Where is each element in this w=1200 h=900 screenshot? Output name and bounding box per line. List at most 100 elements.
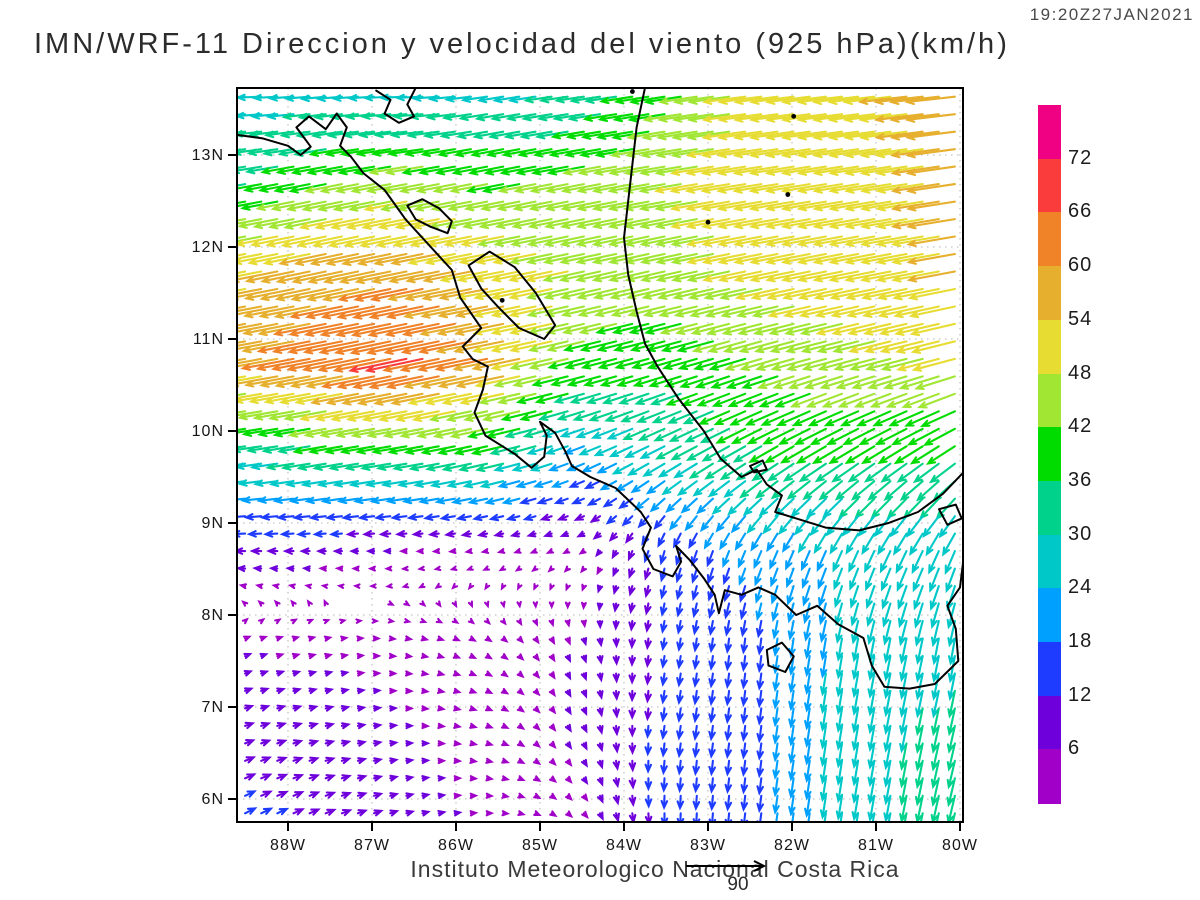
wind-vector (708, 707, 716, 724)
wind-vector (620, 410, 650, 423)
wind-vector (779, 445, 811, 464)
wind-vector (372, 652, 382, 660)
wind-vector (740, 637, 749, 655)
wind-vector (515, 480, 537, 489)
wind-vector (501, 810, 511, 817)
wind-vector (340, 756, 352, 765)
wind-vector (427, 530, 440, 538)
wind-vector (756, 812, 764, 822)
wind-vector (508, 270, 553, 283)
wind-vector (308, 687, 318, 695)
wind-vector (357, 130, 392, 139)
wind-vector (275, 270, 327, 284)
wind-vector (559, 218, 602, 230)
wind-vector (324, 722, 336, 730)
wind-vector (831, 462, 860, 483)
wind-vector (301, 357, 360, 373)
wind-vector (882, 619, 892, 646)
wind-vector (350, 183, 392, 194)
wind-vector (612, 812, 620, 822)
wind-vector (375, 462, 408, 471)
lat-tick-label: 12N (192, 239, 224, 256)
wind-vector (490, 305, 537, 318)
wind-vector (273, 305, 327, 319)
wind-vector (560, 305, 602, 318)
wind-vector (548, 775, 558, 784)
wind-vector (258, 183, 295, 193)
wind-vector (244, 165, 279, 175)
wind-vector (254, 583, 264, 590)
wind-vector (373, 757, 384, 765)
wind-vector (764, 445, 795, 464)
wind-vector (636, 410, 666, 423)
wind-vector (260, 756, 272, 764)
wind-vector (451, 600, 458, 609)
wind-vector (819, 689, 828, 715)
wind-vector (306, 599, 313, 607)
wind-vector (752, 322, 795, 336)
wind-vector (542, 530, 553, 538)
wind-vector (612, 567, 620, 578)
wind-vector (640, 270, 682, 283)
wind-vector (772, 794, 780, 815)
wind-vector (866, 619, 876, 646)
wind-vector (825, 427, 860, 446)
wind-vector (699, 515, 714, 533)
wind-vector (324, 808, 337, 816)
wind-vector (285, 200, 327, 212)
wind-vector (896, 357, 940, 372)
wind-vector (660, 777, 668, 793)
wind-vector (802, 602, 811, 625)
wind-vector (452, 687, 462, 694)
wind-vector (542, 252, 585, 265)
wind-vector (421, 705, 430, 712)
wind-vector (501, 148, 537, 158)
wind-vector (351, 375, 408, 390)
wind-vector (804, 654, 812, 678)
wind-vector (839, 812, 844, 822)
wind-vector (434, 582, 442, 590)
wind-vector (500, 582, 507, 591)
wind-vector (527, 218, 569, 230)
wind-vector (546, 340, 585, 353)
wind-vector (675, 567, 683, 584)
wind-vector (646, 357, 682, 370)
wind-vector (674, 322, 714, 336)
wind-vector (906, 235, 956, 248)
wind-vector (268, 479, 295, 488)
wind-vector (308, 808, 321, 816)
wind-vector (336, 305, 392, 320)
wind-vector (906, 427, 940, 446)
wind-vector (287, 340, 343, 355)
wind-vector (435, 617, 444, 624)
wind-vector (437, 792, 447, 800)
wind-vector (389, 739, 399, 747)
wind-vector (906, 218, 956, 230)
wind-vector (657, 462, 682, 478)
wind-vector (722, 340, 763, 354)
wind-vector (521, 113, 553, 122)
wind-vector (832, 340, 876, 354)
wind-vector (469, 810, 479, 817)
wind-vector (529, 183, 569, 194)
wind-vector (382, 427, 424, 439)
wind-vector (805, 392, 844, 408)
wind-vector (898, 619, 908, 647)
wind-vector (546, 165, 585, 176)
wind-vector (501, 497, 521, 505)
wind-vector (411, 410, 456, 423)
wind-vector (526, 445, 553, 456)
wind-vector (724, 672, 732, 690)
wind-vector (628, 689, 637, 703)
wind-vector (243, 287, 295, 301)
wind-vector (418, 340, 472, 355)
wind-vector (288, 322, 343, 337)
wind-vector (692, 742, 700, 759)
wind-vector (272, 322, 327, 337)
wind-vector (436, 670, 446, 677)
wind-vector (237, 357, 279, 368)
wind-vector (373, 130, 408, 139)
wind-vector (677, 357, 714, 371)
wind-vector (338, 270, 392, 285)
wind-vector (287, 427, 327, 438)
